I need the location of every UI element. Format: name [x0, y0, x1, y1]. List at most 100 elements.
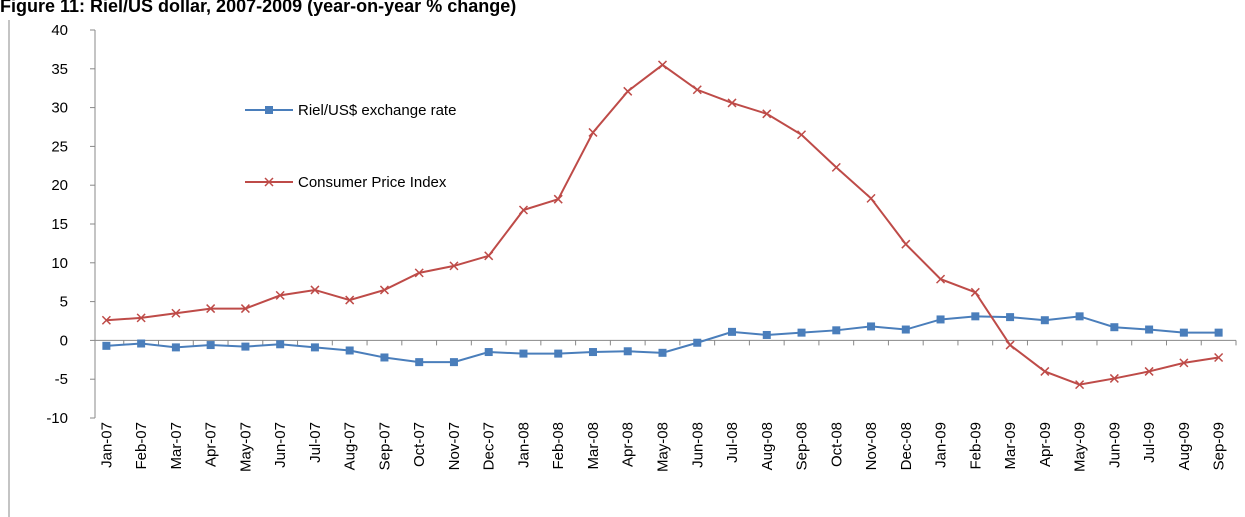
x-tick-label: Jun-09	[1106, 422, 1123, 468]
x-tick-label: Jun-08	[689, 422, 706, 468]
data-point	[275, 290, 285, 300]
x-tick-label: Aug-08	[759, 422, 776, 470]
data-point	[866, 193, 876, 203]
x-tick-label: Jan-07	[98, 422, 115, 468]
x-tick-label: Oct-07	[411, 422, 428, 467]
x-tick-label: Aug-07	[342, 422, 359, 470]
data-point	[936, 315, 945, 324]
data-point	[1145, 325, 1154, 334]
x-tick-label: Sep-08	[794, 422, 811, 470]
x-tick-label: Jul-09	[1141, 422, 1158, 463]
x-tick-label: Feb-08	[550, 422, 567, 470]
x-tick-label: Apr-07	[203, 422, 220, 467]
data-point	[1005, 340, 1015, 350]
x-tick-label: Sep-07	[376, 422, 393, 470]
x-tick-label: Nov-08	[863, 422, 880, 470]
data-point	[901, 239, 911, 249]
data-point	[971, 312, 980, 321]
data-point	[345, 346, 354, 355]
x-tick-label: Dec-08	[898, 422, 915, 470]
legend-label: Consumer Price Index	[298, 174, 447, 191]
x-tick-label: Jan-09	[933, 422, 950, 468]
x-tick-label: Jan-08	[515, 422, 532, 468]
data-point	[240, 304, 250, 314]
data-point	[796, 130, 807, 140]
x-tick-label: Mar-09	[1002, 422, 1019, 470]
data-point	[1075, 312, 1084, 321]
data-point	[623, 86, 633, 96]
x-tick-label: Feb-09	[967, 422, 984, 470]
y-tick-label: 5	[60, 294, 68, 311]
data-point	[553, 194, 563, 204]
data-point	[588, 127, 598, 137]
data-point	[1109, 373, 1119, 383]
y-tick-label: -10	[46, 410, 68, 427]
data-point	[588, 348, 597, 357]
data-point	[414, 268, 424, 278]
data-point	[1179, 358, 1189, 368]
data-point	[206, 341, 215, 350]
data-point	[276, 340, 285, 349]
data-point	[484, 348, 493, 357]
x-tick-label: Oct-08	[828, 422, 845, 467]
data-point	[519, 349, 528, 358]
data-point	[171, 308, 181, 318]
data-point	[310, 343, 319, 352]
x-tick-label: Sep-09	[1211, 422, 1228, 470]
data-point	[832, 326, 841, 335]
data-point	[136, 313, 146, 323]
data-point	[171, 343, 180, 352]
data-point	[1006, 313, 1015, 322]
data-point	[484, 251, 494, 261]
y-tick-label: -5	[55, 371, 68, 388]
x-tick-label: Jun-07	[272, 422, 289, 468]
data-point	[867, 322, 876, 331]
y-tick-label: 10	[51, 255, 68, 272]
x-tick-label: Apr-08	[620, 422, 637, 467]
data-point	[449, 358, 458, 367]
data-point	[1179, 328, 1188, 337]
data-point	[762, 109, 772, 119]
data-point	[1110, 323, 1119, 332]
data-point	[693, 338, 702, 347]
x-tick-label: Jul-07	[307, 422, 324, 463]
legend-label: Riel/US$ exchange rate	[298, 102, 456, 119]
y-tick-label: 35	[51, 61, 68, 78]
x-tick-label: Jul-08	[724, 422, 741, 463]
y-tick-label: 40	[51, 22, 68, 39]
data-point	[936, 274, 946, 284]
data-point	[415, 358, 424, 367]
data-point	[658, 348, 667, 357]
data-point	[449, 261, 459, 271]
data-point	[970, 287, 980, 297]
legend-marker	[265, 106, 273, 114]
data-point	[1075, 380, 1085, 390]
data-point	[692, 85, 702, 95]
y-tick-label: 0	[60, 332, 68, 349]
x-tick-label: Apr-09	[1037, 422, 1054, 467]
data-point	[1214, 328, 1223, 337]
data-point	[102, 341, 111, 350]
x-tick-label: Dec-07	[481, 422, 498, 470]
x-tick-label: May-08	[655, 422, 672, 472]
x-tick-label: Feb-07	[133, 422, 150, 470]
data-point	[101, 315, 111, 325]
x-tick-label: Mar-08	[585, 422, 602, 470]
data-point	[137, 339, 146, 348]
data-point	[762, 330, 771, 339]
data-point	[380, 353, 389, 362]
data-point	[379, 285, 389, 295]
data-point	[554, 349, 563, 358]
data-point	[728, 327, 737, 336]
data-point	[1144, 366, 1154, 376]
x-tick-label: Mar-07	[168, 422, 185, 470]
x-tick-label: May-09	[1072, 422, 1089, 472]
y-tick-label: 15	[51, 216, 68, 233]
series-line	[106, 63, 1219, 386]
data-point	[1214, 352, 1224, 363]
x-tick-label: May-07	[237, 422, 254, 472]
data-point	[1040, 366, 1050, 376]
data-point	[310, 285, 320, 295]
x-tick-label: Aug-09	[1176, 422, 1193, 470]
